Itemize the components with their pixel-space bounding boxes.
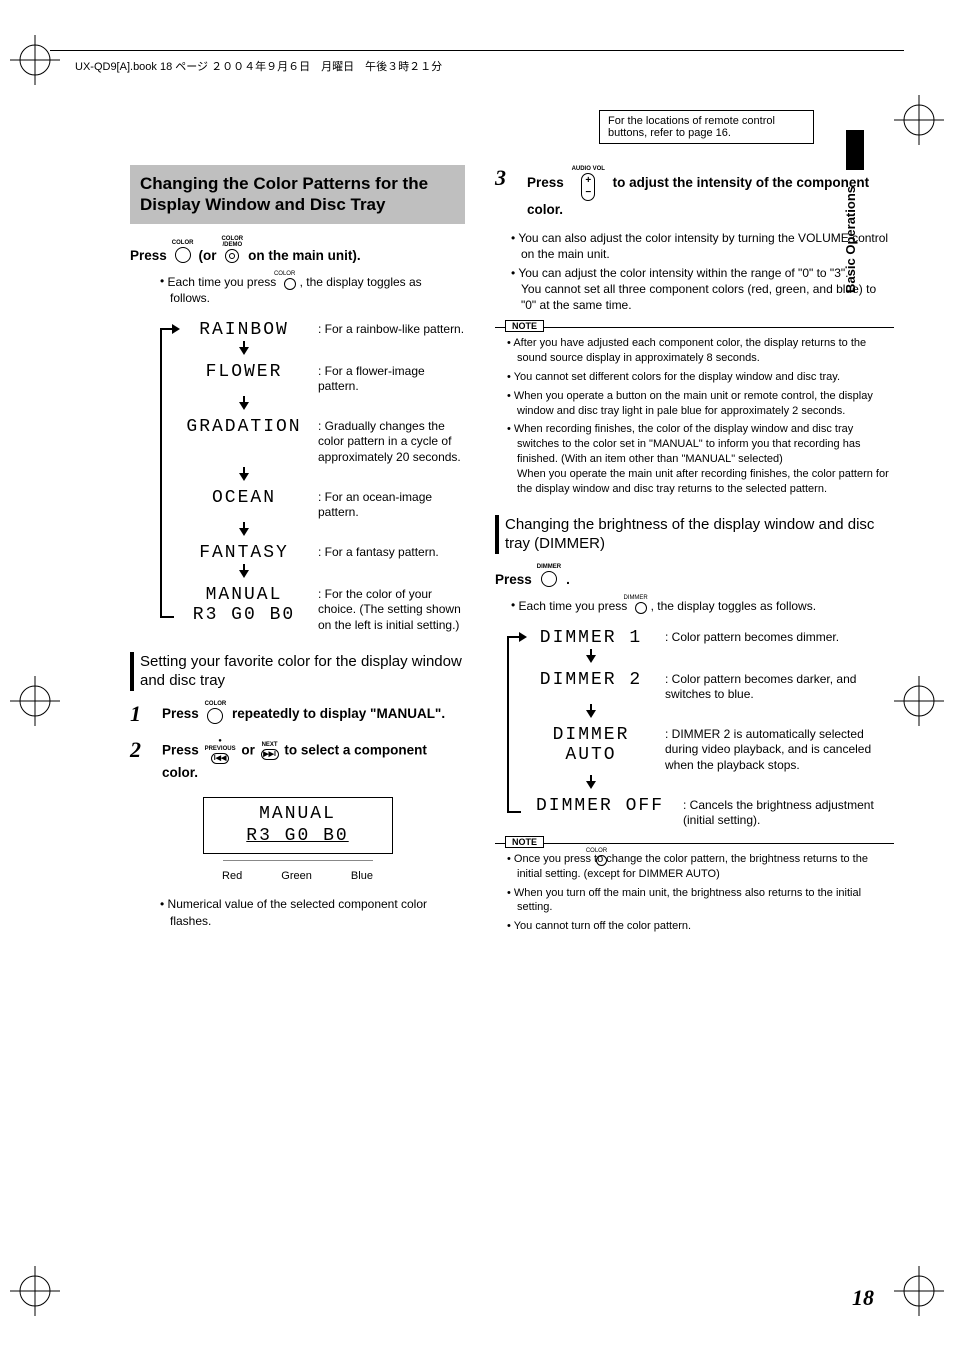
dimmer-off: DIMMER OFF bbox=[525, 796, 675, 816]
manual-display-box: MANUAL R3 G0 B0 Red Green Blue bbox=[203, 797, 393, 882]
crop-mark-icon bbox=[10, 35, 60, 85]
dimmer-button-icon: DIMMER bbox=[633, 595, 649, 614]
press-pre: Press bbox=[130, 248, 167, 263]
green-label: Green bbox=[281, 870, 312, 882]
step-2: 2 Press ●PREVIOUSI◀◀ or NEXT▶▶I to selec… bbox=[130, 737, 465, 784]
press-dimmer: Press DIMMER . bbox=[495, 564, 894, 587]
manual-note: Numerical value of the selected componen… bbox=[160, 896, 465, 928]
book-header: UX-QD9[A].book 18 ページ ２００４年９月６日 月曜日 午後３時… bbox=[75, 58, 442, 74]
color-button-icon: COLOR bbox=[594, 848, 609, 866]
reference-box: For the locations of remote control butt… bbox=[599, 110, 814, 144]
color-button-icon: COLOR bbox=[172, 240, 194, 263]
audio-vol-icon: AUDIO VOL +− bbox=[572, 165, 605, 201]
pattern-fantasy: FANTASY bbox=[178, 543, 310, 563]
dimmer-2: DIMMER 2 bbox=[525, 670, 657, 690]
dimmer-auto: DIMMER AUTO bbox=[525, 725, 657, 765]
note-box-1: NOTE After you have adjusted each compon… bbox=[495, 327, 894, 496]
color-button-icon: COLOR bbox=[282, 271, 298, 290]
crop-mark-icon bbox=[894, 1266, 944, 1316]
color-button-icon: COLOR bbox=[205, 701, 227, 724]
next-button-icon: NEXT▶▶I bbox=[261, 741, 279, 760]
section-heading: Changing the Color Patterns for the Disp… bbox=[130, 165, 465, 224]
crop-mark-icon bbox=[894, 95, 944, 145]
pattern-rainbow: RAINBOW bbox=[178, 320, 310, 340]
previous-button-icon: ●PREVIOUSI◀◀ bbox=[205, 737, 236, 765]
tab-marker bbox=[846, 130, 864, 170]
toggle-note: Each time you press COLOR, the display t… bbox=[160, 271, 465, 306]
press-mid: (or bbox=[198, 248, 216, 263]
color-demo-button-icon: COLOR /DEMO bbox=[221, 236, 243, 263]
dimmer-button-icon: DIMMER bbox=[537, 564, 561, 587]
dimmer-flow: DIMMER 1Color pattern becomes dimmer. DI… bbox=[507, 628, 894, 829]
section1-title: Changing the Color Patterns for the Disp… bbox=[140, 173, 455, 216]
crop-mark-icon bbox=[10, 1266, 60, 1316]
crop-mark-icon bbox=[894, 676, 944, 726]
dimmer-1: DIMMER 1 bbox=[525, 628, 657, 648]
page-number: 18 bbox=[852, 1285, 874, 1311]
pattern-manual: MANUAL R3 G0 B0 bbox=[178, 585, 310, 625]
crop-mark-icon bbox=[10, 676, 60, 726]
note-box-2: NOTE Once you press to change the color … bbox=[495, 843, 894, 934]
red-label: Red bbox=[222, 870, 242, 882]
section2-heading: Setting your favorite color for the disp… bbox=[130, 652, 465, 691]
dimmer-toggle-note: Each time you press DIMMER, the display … bbox=[511, 595, 894, 614]
press-instruction: Press COLOR (or COLOR /DEMO on the main … bbox=[130, 236, 465, 263]
step-3: 3 Press AUDIO VOL +− to adjust the inten… bbox=[495, 165, 894, 220]
pattern-flow: RAINBOWFor a rainbow-like pattern. FLOWE… bbox=[160, 320, 465, 634]
press-suf: on the main unit). bbox=[248, 248, 361, 263]
pattern-gradation: GRADATION bbox=[178, 417, 310, 437]
pattern-ocean: OCEAN bbox=[178, 488, 310, 508]
side-tab-label: Basic Operations bbox=[837, 170, 864, 309]
step-1: 1 Press COLOR repeatedly to display "MAN… bbox=[130, 701, 465, 727]
section3-heading: Changing the brightness of the display w… bbox=[495, 515, 894, 554]
pattern-flower: FLOWER bbox=[178, 362, 310, 382]
blue-label: Blue bbox=[351, 870, 373, 882]
